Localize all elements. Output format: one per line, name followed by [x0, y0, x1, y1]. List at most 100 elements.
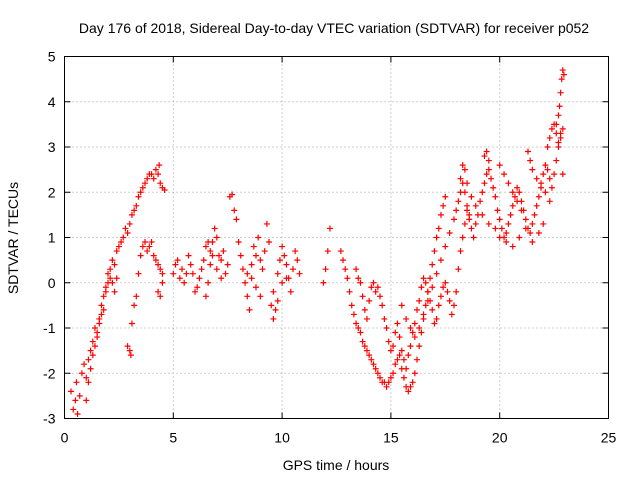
data-point: [492, 225, 499, 232]
data-point: [422, 302, 429, 309]
data-point: [142, 180, 149, 187]
data-point: [207, 248, 214, 255]
data-point: [279, 243, 286, 250]
data-point: [559, 67, 566, 74]
data-point: [239, 266, 246, 273]
data-point: [320, 279, 327, 286]
data-point: [540, 220, 547, 227]
data-point: [533, 175, 540, 182]
data-point: [427, 275, 434, 282]
data-point: [218, 275, 225, 282]
y-tick-label: 3: [48, 139, 56, 155]
data-point: [429, 261, 436, 268]
data-point: [124, 229, 131, 236]
data-point: [283, 261, 290, 268]
data-point: [122, 225, 129, 232]
data-point: [131, 302, 138, 309]
data-point: [128, 211, 135, 218]
data-point: [433, 315, 440, 322]
y-tick-label: 0: [48, 275, 56, 291]
data-point: [192, 288, 199, 295]
data-point: [159, 270, 166, 277]
data-point: [359, 293, 366, 300]
data-point: [85, 379, 92, 386]
data-point: [442, 243, 449, 250]
data-point: [150, 175, 157, 182]
data-point: [379, 302, 386, 309]
data-point: [496, 234, 503, 241]
data-point: [459, 234, 466, 241]
y-tick-label: 5: [48, 49, 56, 65]
data-point: [189, 270, 196, 277]
chart-title: Day 176 of 2018, Sidereal Day-to-day VTE…: [79, 20, 589, 36]
data-point: [139, 184, 146, 191]
data-point: [398, 302, 405, 309]
data-point: [407, 343, 414, 350]
data-point: [357, 279, 364, 286]
data-point: [357, 329, 364, 336]
data-point: [248, 261, 255, 268]
data-point: [507, 211, 514, 218]
data-point: [148, 239, 155, 246]
data-point: [437, 257, 444, 264]
data-point: [126, 220, 133, 227]
data-point: [109, 279, 116, 286]
data-point: [416, 343, 423, 350]
data-point: [270, 288, 277, 295]
data-point: [377, 374, 384, 381]
data-point: [431, 320, 438, 327]
data-point: [511, 193, 518, 200]
x-tick-labels: 0 5 10 15 20 25: [61, 430, 617, 446]
data-point: [176, 275, 183, 282]
data-point: [390, 343, 397, 350]
data-point: [98, 302, 105, 309]
data-point: [115, 243, 122, 250]
data-point: [440, 202, 447, 209]
data-series-sdtvar: [68, 67, 567, 417]
data-point: [387, 347, 394, 354]
data-point: [453, 207, 460, 214]
data-point: [118, 239, 125, 246]
data-point: [390, 370, 397, 377]
data-point: [444, 288, 451, 295]
data-point: [535, 229, 542, 236]
data-point: [527, 157, 534, 164]
data-point: [128, 320, 135, 327]
data-point: [159, 279, 166, 286]
data-point: [127, 352, 134, 359]
data-point: [113, 248, 120, 255]
data-point: [405, 388, 412, 395]
data-point: [433, 234, 440, 241]
data-point: [274, 297, 281, 304]
data-point: [155, 288, 162, 295]
data-point: [544, 166, 551, 173]
data-point: [257, 293, 264, 300]
data-point: [405, 352, 412, 359]
data-point: [294, 257, 301, 264]
data-point: [276, 257, 283, 264]
data-point: [481, 180, 488, 187]
data-point: [68, 388, 75, 395]
x-tick-label: 0: [61, 430, 69, 446]
data-point: [194, 284, 201, 291]
data-point: [133, 293, 140, 300]
x-axis-label: GPS time / hours: [283, 457, 390, 473]
data-point: [370, 279, 377, 286]
x-tick-label: 5: [169, 430, 177, 446]
data-point: [361, 306, 368, 313]
data-point: [548, 184, 555, 191]
data-point: [202, 293, 209, 300]
data-point: [418, 284, 425, 291]
data-point: [87, 347, 94, 354]
data-point: [422, 279, 429, 286]
data-point: [516, 189, 523, 196]
data-point: [516, 234, 523, 241]
data-point: [202, 243, 209, 250]
data-point: [440, 284, 447, 291]
data-point: [492, 193, 499, 200]
data-point: [248, 275, 255, 282]
data-point: [461, 189, 468, 196]
data-point: [385, 379, 392, 386]
data-point: [222, 270, 229, 277]
data-point: [485, 220, 492, 227]
